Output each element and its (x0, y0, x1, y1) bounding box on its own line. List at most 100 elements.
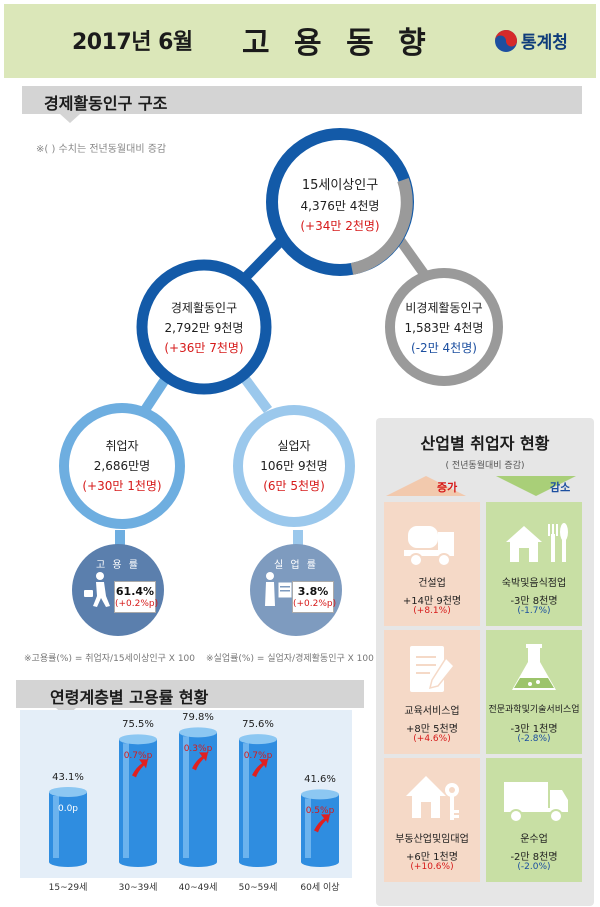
industry-value: +8만 5천명 (406, 724, 458, 735)
industry-name: 숙박및음식점업 (501, 578, 567, 589)
age-change-label: 0.5%p (305, 806, 335, 817)
industry-cell-accommodation-food: 숙박및음식점업 -3만 8천명 (-1.7%) (486, 502, 582, 626)
inactive-value: 1,583만 4천명 (404, 321, 484, 335)
cement-mixer-truck-icon (404, 526, 454, 567)
pop15-label: 15세이상인구 (301, 178, 379, 193)
inactive-change: (-2만 4천명) (411, 341, 477, 355)
industry-pct: (-2.0%) (517, 862, 551, 872)
industry-pct: (+10.6%) (410, 862, 454, 872)
age-change-label: 0.7%p (243, 751, 273, 762)
employed-node: 취업자 2,686만명 (+30만 1천명) (70, 436, 174, 496)
report-period: 2017년 6월 (72, 30, 193, 55)
house-fork-knife-icon (506, 523, 568, 562)
unemployment-rate-box: 3.8% (+0.2%p) (292, 581, 337, 613)
employment-rate-box: 61.4% (+0.2%p) (114, 581, 159, 613)
up-arrow-icon (132, 759, 148, 778)
employed-value: 2,686만명 (93, 459, 151, 473)
page-title: 고 용 동 향 (242, 26, 433, 61)
industry-cell-construction: 건설업 +14만 9천명 (+8.1%) (384, 502, 480, 626)
inactive-circle (385, 268, 503, 386)
notebook-pencil-icon (410, 646, 456, 692)
age-bar (179, 727, 217, 867)
age-bar (239, 734, 277, 867)
active-value: 2,792만 9천명 (164, 321, 244, 335)
structure-section-banner: 경제활동인구 구조 (22, 86, 582, 123)
active-change: (+36만 7천명) (164, 341, 244, 355)
industry-value: -3만 1천명 (510, 724, 558, 735)
industry-pct: (-1.7%) (517, 606, 551, 616)
unemployment-rate-formula: ※실업률(%) = 실업자/경제활동인구 X 100 (206, 654, 374, 664)
truck-icon (504, 782, 568, 823)
active-circle (136, 259, 272, 395)
industry-name: 부동산업및임대업 (395, 834, 469, 845)
age-value-label: 79.8% (182, 712, 214, 724)
industry-title: 산업별 취업자 현황 (420, 434, 550, 453)
pop15-change: (+34만 2천명) (300, 219, 380, 233)
population-structure-diagram (59, 128, 503, 636)
unemployed-label: 실업자 (277, 439, 311, 453)
age-category-label: 30~39세 (118, 883, 158, 893)
age-bar (119, 734, 157, 867)
unemployed-circle (233, 405, 355, 527)
structure-section-title: 경제활동인구 구조 (44, 94, 168, 113)
age-section-title: 연령계층별 고용률 현황 (50, 688, 209, 707)
logo-text: 통계청 (521, 33, 568, 53)
inactive-node: 비경제활동인구 1,583만 4천명 (-2만 4천명) (394, 298, 494, 358)
age-employment-chart (49, 727, 339, 867)
structure-note: ※( ) 수치는 전년동월대비 증감 (36, 144, 167, 155)
unemployment-rate-change: (+0.2%p) (293, 599, 337, 609)
employment-rate-value: 61.4% (115, 585, 155, 598)
unemployed-change: (6만 5천명) (263, 479, 325, 493)
employment-rate-change: (+0.2%p) (115, 599, 159, 609)
pop15-value: 4,376만 4천명 (300, 199, 380, 213)
industry-pct: (-2.8%) (517, 734, 551, 744)
increase-arrow-icon (386, 476, 466, 496)
industry-name: 전문과학및기술서비스업 (488, 705, 580, 715)
industry-cell-real-estate: 부동산업및임대업 +6만 1천명 (+10.6%) (384, 758, 480, 882)
industry-value: +6만 1천명 (406, 852, 458, 863)
flask-icon (512, 644, 556, 690)
industry-value: +14만 9천명 (402, 596, 462, 607)
logo: 통계청 (494, 28, 568, 53)
decrease-arrow-icon (496, 476, 576, 496)
age-category-label: 40~49세 (178, 883, 218, 893)
decrease-label: 감소 (550, 481, 571, 494)
employed-label: 취업자 (105, 439, 139, 453)
industry-direction-arrows (386, 476, 576, 496)
industry-cell-education: 교육서비스업 +8만 5천명 (+4.6%) (384, 630, 480, 754)
age-change-label: 0.0p (57, 803, 79, 814)
employed-circle (59, 403, 185, 529)
taegeuk-logo-icon (495, 29, 517, 52)
active-label: 경제활동인구 (170, 301, 238, 315)
employment-rate-label: 고 용 률 (96, 560, 140, 571)
unemployment-rate-value: 3.8% (297, 585, 329, 598)
house-key-icon (406, 776, 459, 820)
industry-name: 교육서비스업 (404, 706, 460, 717)
unemployed-value: 106만 9천명 (260, 459, 328, 473)
increase-label: 증가 (437, 481, 458, 494)
age-bar (49, 786, 87, 867)
age-value-label: 41.6% (304, 774, 336, 786)
up-arrow-icon (314, 814, 330, 833)
industry-name: 건설업 (418, 578, 446, 589)
age-change-label: 0.3%p (183, 744, 213, 755)
unemployment-rate-label: 실 업 률 (274, 560, 318, 571)
industry-subtitle: ( 전년동월대비 증감) (445, 461, 525, 471)
industry-cell-transport: 운수업 -2만 8천명 (-2.0%) (486, 758, 582, 882)
age-bar (301, 789, 339, 867)
job-seeker-sign-icon (265, 572, 293, 606)
age-value-label: 43.1% (52, 771, 84, 783)
industry-pct: (+4.6%) (413, 734, 451, 744)
up-arrow-icon (192, 752, 208, 771)
age-value-label: 75.5% (122, 719, 154, 731)
active-node: 경제활동인구 2,792만 9천명 (+36만 7천명) (149, 298, 259, 358)
age-change-label: 0.7%p (123, 751, 153, 762)
inactive-label: 비경제활동인구 (405, 301, 483, 315)
page-header: 2017년 6월 고 용 동 향 통계청 (4, 4, 596, 78)
pop15-inactive-arc (350, 178, 413, 275)
age-category-label: 50~59세 (238, 883, 278, 893)
employed-change: (+30만 1천명) (82, 479, 162, 493)
industry-value: -3만 8천명 (510, 596, 558, 607)
unemployed-node: 실업자 106만 9천명 (6만 5천명) (244, 436, 344, 496)
age-category-label: 60세 이상 (300, 883, 340, 893)
